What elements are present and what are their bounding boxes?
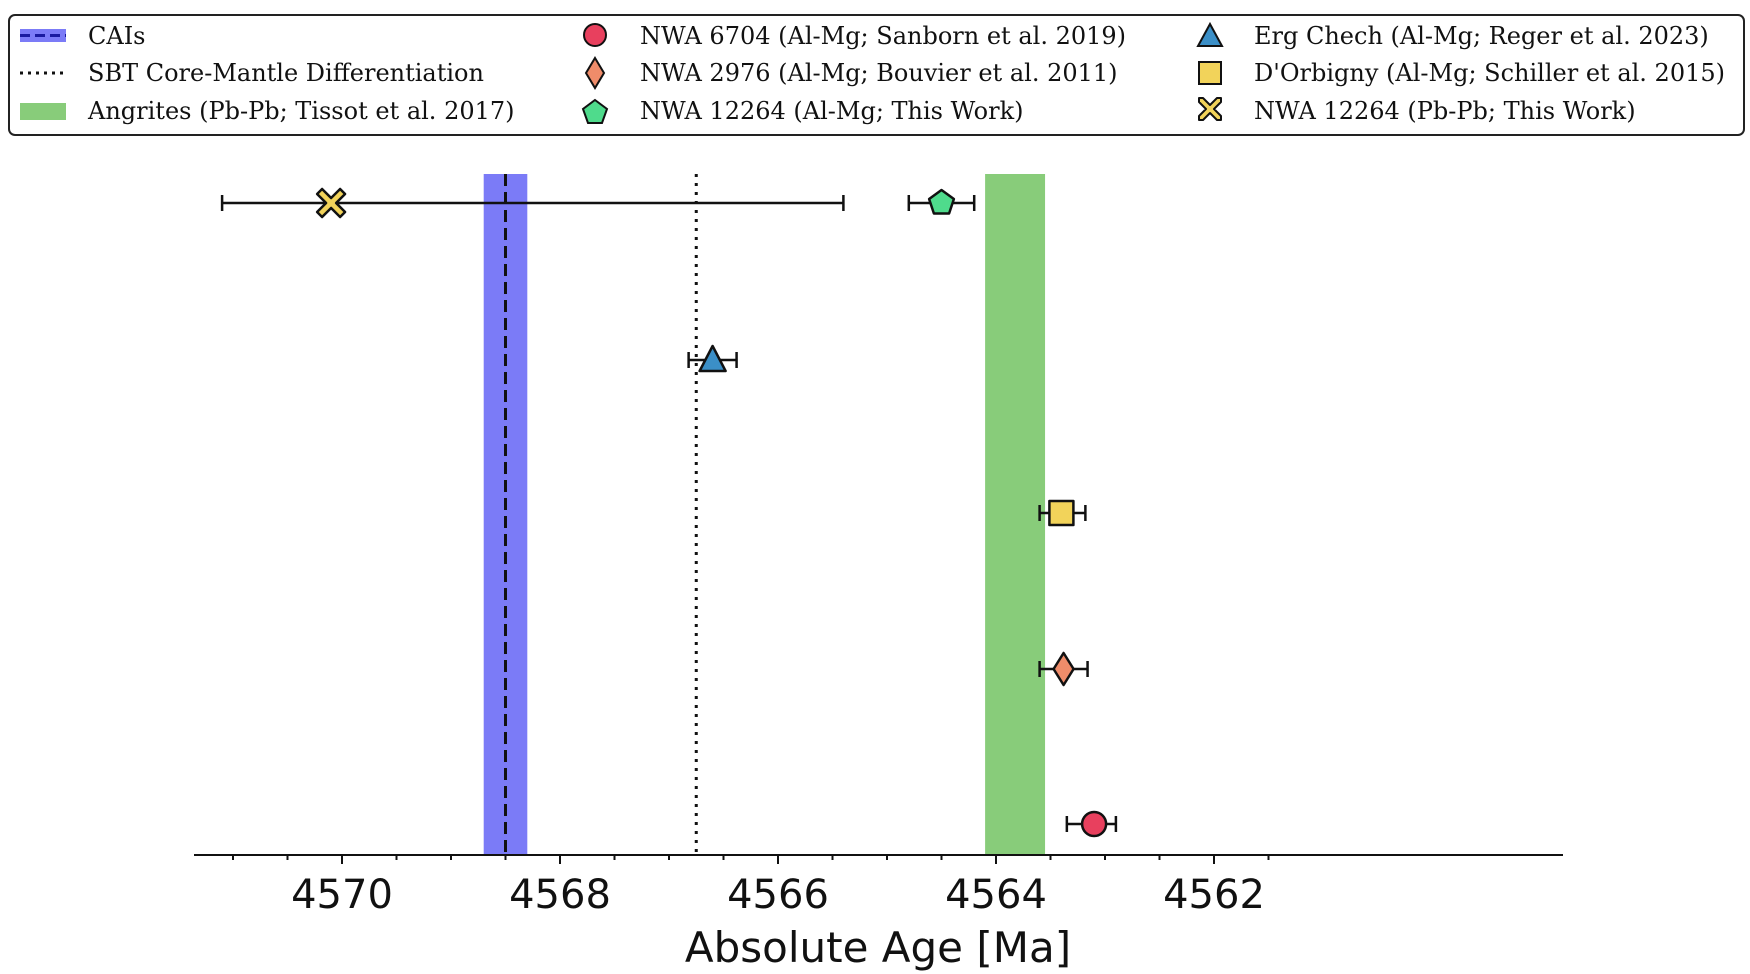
legend-label-nwa6704: NWA 6704 (Al-Mg; Sanborn et al. 2019)	[640, 22, 1126, 50]
legend-marker-diamond	[584, 56, 606, 90]
legend-entry-nwa2976: NWA 2976 (Al-Mg; Bouvier et al. 2011)	[584, 56, 1118, 90]
legend-entry-nwa6704: NWA 6704 (Al-Mg; Sanborn et al. 2019)	[583, 22, 1126, 50]
x-tick-label-2: 4566	[727, 872, 829, 918]
x-tick-label-3: 4564	[945, 872, 1047, 918]
data-point-x-0	[315, 187, 347, 219]
x-tick-label-0: 4570	[291, 872, 393, 918]
x-tick-label-4: 4562	[1163, 872, 1265, 918]
legend-marker-triangle	[1196, 21, 1224, 47]
data-point-circle-5	[1080, 810, 1108, 838]
legend-marker-circle	[583, 23, 607, 47]
data-point-triangle-2	[698, 344, 727, 373]
legend-label-cais: CAIs	[88, 22, 146, 50]
x-axis-ticks: 4570 4568 4566 4564 4562	[232, 855, 1270, 918]
legend-entry-angrites: Angrites (Pb-Pb; Tissot et al. 2017)	[20, 97, 515, 125]
bands-layer	[483, 174, 1046, 855]
x-tick-label-1: 4568	[509, 872, 611, 918]
legend-label-erg-chech: Erg Chech (Al-Mg; Reger et al. 2023)	[1254, 22, 1709, 50]
markers-layer	[315, 187, 1108, 838]
data-point-square-3	[1048, 499, 1075, 527]
x-axis-label: Absolute Age [Ma]	[685, 923, 1071, 972]
legend-marker-square	[1198, 61, 1222, 85]
legend: CAIs SBT Core-Mantle Differentiation Ang…	[8, 14, 1745, 136]
legend-entry-nwa12264-almg: NWA 12264 (Al-Mg; This Work)	[581, 97, 1024, 125]
legend-entry-erg-chech: Erg Chech (Al-Mg; Reger et al. 2023)	[1196, 21, 1709, 50]
data-point-pentagon-1	[927, 188, 956, 215]
legend-label-dorbigny: D'Orbigny (Al-Mg; Schiller et al. 2015)	[1254, 59, 1725, 87]
legend-entry-cais: CAIs	[20, 22, 146, 50]
legend-label-nwa12264-pbpb: NWA 12264 (Pb-Pb; This Work)	[1254, 97, 1636, 125]
legend-marker-x	[1198, 97, 1222, 121]
legend-marker-pentagon	[581, 98, 609, 124]
error-bars-layer	[220, 195, 1118, 832]
legend-label-nwa12264-almg: NWA 12264 (Al-Mg; This Work)	[640, 97, 1024, 125]
legend-entry-dorbigny: D'Orbigny (Al-Mg; Schiller et al. 2015)	[1198, 59, 1725, 87]
legend-frame	[8, 14, 1745, 136]
legend-swatch-angrites-band	[20, 103, 66, 120]
legend-label-sbt: SBT Core-Mantle Differentiation	[88, 59, 484, 87]
band-1	[985, 174, 1046, 855]
data-point-diamond-4	[1052, 651, 1075, 687]
legend-entry-sbt: SBT Core-Mantle Differentiation	[20, 59, 484, 87]
legend-entry-nwa12264-pbpb: NWA 12264 (Pb-Pb; This Work)	[1198, 97, 1636, 125]
legend-label-angrites: Angrites (Pb-Pb; Tissot et al. 2017)	[87, 97, 515, 125]
legend-label-nwa2976: NWA 2976 (Al-Mg; Bouvier et al. 2011)	[640, 59, 1118, 87]
